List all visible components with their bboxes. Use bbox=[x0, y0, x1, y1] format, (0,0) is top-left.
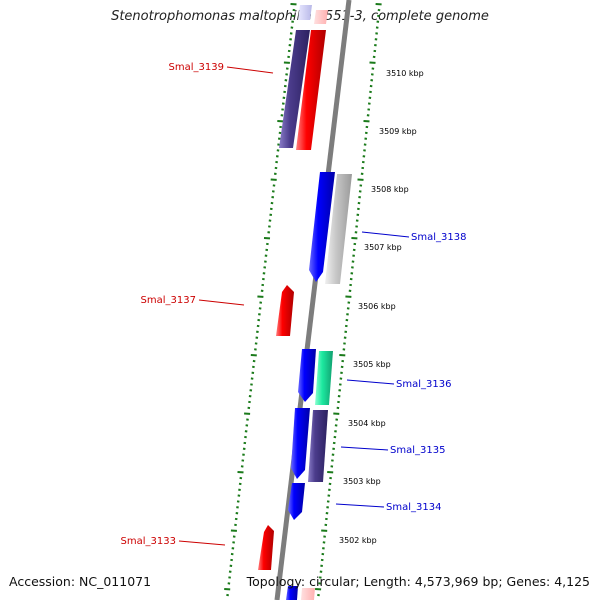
left-tick-track bbox=[224, 3, 297, 597]
gene-feature-smal-3137 bbox=[276, 285, 294, 336]
gene-feature-smal-3134 bbox=[288, 483, 305, 520]
genome-stats-text: Topology: circular; Length: 4,573,969 bp… bbox=[246, 574, 590, 589]
callout-line-smal-3136 bbox=[346, 379, 395, 385]
accession-text: Accession: NC_011071 bbox=[9, 574, 152, 589]
callout-line-smal-3135 bbox=[340, 446, 389, 451]
gene-feature-smal-3135-companion bbox=[308, 410, 328, 482]
kbp-labels: 3510 kbp 3509 kbp 3508 kbp 3507 kbp 3506… bbox=[339, 69, 424, 545]
gene-feature-pale-blue bbox=[298, 5, 312, 20]
gene-label-smal-3139[interactable]: Smal_3139 bbox=[169, 62, 224, 73]
kbp-label-3507: 3507 kbp bbox=[364, 243, 402, 252]
callout-line-smal-3133 bbox=[178, 540, 226, 546]
callout-line-smal-3134 bbox=[335, 503, 385, 508]
kbp-label-3505: 3505 kbp bbox=[353, 360, 391, 369]
gene-label-smal-3135[interactable]: Smal_3135 bbox=[390, 445, 445, 456]
kbp-label-3508: 3508 kbp bbox=[371, 185, 409, 194]
callout-line-smal-3138 bbox=[361, 231, 410, 238]
gene-feature-smal-3138 bbox=[309, 172, 335, 282]
left-tick-minor bbox=[284, 79, 288, 82]
kbp-label-3506: 3506 kbp bbox=[358, 302, 396, 311]
gene-feature-smal-3136-neighbor bbox=[298, 349, 316, 402]
right-tick-track bbox=[315, 3, 382, 597]
gene-label-smal-3134[interactable]: Smal_3134 bbox=[386, 502, 441, 513]
gene-feature-gray bbox=[325, 174, 352, 284]
gene-feature-smal-3136 bbox=[315, 351, 333, 405]
gene-label-smal-3137[interactable]: Smal_3137 bbox=[141, 295, 196, 306]
gene-feature-bottom-blue bbox=[286, 586, 298, 600]
gene-feature-smal-3139-companion bbox=[279, 30, 310, 148]
gene-feature-pale-red bbox=[314, 10, 328, 24]
right-tick-minor bbox=[377, 8, 381, 12]
gene-feature-smal-3133 bbox=[258, 525, 274, 570]
gene-label-smal-3138[interactable]: Smal_3138 bbox=[411, 232, 466, 243]
gene-feature-bottom-pale-red bbox=[301, 588, 315, 600]
callout-line-smal-3139 bbox=[226, 66, 274, 74]
gene-callouts: Smal_3139 Smal_3138 Smal_3137 Smal_3136 … bbox=[121, 62, 467, 547]
gene-label-smal-3133[interactable]: Smal_3133 bbox=[121, 536, 176, 547]
gene-label-smal-3136[interactable]: Smal_3136 bbox=[396, 379, 451, 390]
gene-feature-smal-3139 bbox=[296, 30, 326, 150]
kbp-label-3510: 3510 kbp bbox=[386, 69, 424, 78]
right-tick-minor bbox=[370, 79, 374, 82]
kbp-label-3504: 3504 kbp bbox=[348, 419, 386, 428]
gene-features bbox=[258, 5, 352, 600]
kbp-label-3509: 3509 kbp bbox=[379, 127, 417, 136]
kbp-label-3503: 3503 kbp bbox=[343, 477, 381, 486]
callout-line-smal-3137 bbox=[198, 299, 245, 306]
gene-feature-smal-3135 bbox=[291, 408, 310, 479]
left-tick-minor bbox=[292, 8, 296, 12]
genome-backbone bbox=[274, 0, 352, 600]
kbp-label-3502: 3502 kbp bbox=[339, 536, 377, 545]
